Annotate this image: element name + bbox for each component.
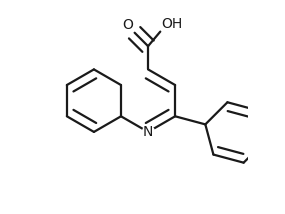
Text: N: N — [143, 125, 153, 139]
Text: O: O — [123, 18, 134, 32]
Text: OH: OH — [161, 16, 183, 31]
